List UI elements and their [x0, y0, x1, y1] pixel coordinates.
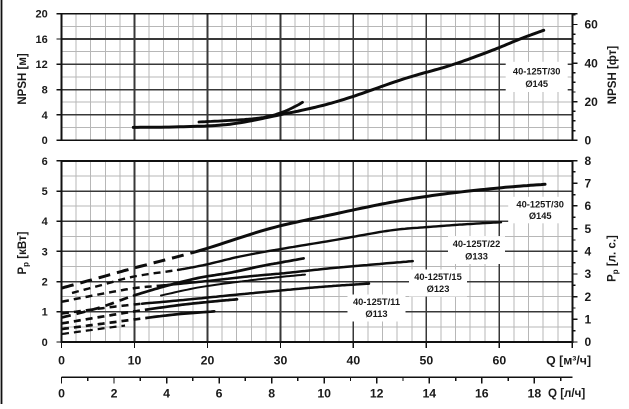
svg-text:40-125T/30: 40-125T/30 — [513, 67, 561, 77]
svg-text:Ø123: Ø123 — [427, 284, 450, 294]
svg-text:NPSH [м]: NPSH [м] — [17, 53, 29, 104]
svg-text:60: 60 — [493, 354, 507, 368]
svg-text:20: 20 — [201, 354, 215, 368]
svg-text:6: 6 — [42, 156, 48, 168]
svg-text:5: 5 — [42, 186, 48, 198]
svg-text:18: 18 — [528, 386, 542, 400]
svg-text:1: 1 — [42, 307, 48, 319]
svg-text:12: 12 — [370, 386, 384, 400]
svg-text:0: 0 — [585, 133, 592, 147]
svg-text:0: 0 — [42, 135, 48, 147]
svg-text:0: 0 — [585, 335, 592, 349]
svg-text:10: 10 — [317, 386, 331, 400]
svg-text:Q [м³/ч]: Q [м³/ч] — [546, 354, 591, 368]
svg-text:40-125T/15: 40-125T/15 — [414, 272, 462, 282]
svg-text:12: 12 — [36, 59, 48, 71]
svg-text:0: 0 — [58, 354, 65, 368]
svg-text:Ø145: Ø145 — [525, 79, 548, 89]
svg-text:4: 4 — [163, 386, 170, 400]
svg-text:16: 16 — [475, 386, 489, 400]
svg-text:Ø145: Ø145 — [529, 211, 552, 221]
svg-text:40: 40 — [347, 354, 361, 368]
svg-text:30: 30 — [274, 354, 288, 368]
svg-text:2: 2 — [111, 386, 118, 400]
svg-text:8: 8 — [42, 85, 48, 97]
svg-text:Ø133: Ø133 — [465, 252, 488, 262]
svg-text:Q [л/ч]: Q [л/ч] — [548, 387, 585, 400]
svg-text:6: 6 — [216, 386, 223, 400]
svg-text:50: 50 — [420, 354, 434, 368]
svg-text:14: 14 — [422, 386, 436, 400]
svg-text:20: 20 — [585, 95, 599, 109]
svg-text:8: 8 — [268, 386, 275, 400]
svg-text:60: 60 — [585, 18, 599, 32]
svg-text:4: 4 — [585, 245, 592, 259]
svg-text:5: 5 — [585, 222, 592, 236]
svg-text:10: 10 — [128, 354, 142, 368]
svg-text:16: 16 — [36, 34, 48, 46]
svg-text:2: 2 — [42, 277, 48, 289]
svg-text:40-125T/11: 40-125T/11 — [353, 297, 400, 307]
svg-text:1: 1 — [585, 313, 592, 327]
svg-text:40-125T/30: 40-125T/30 — [516, 200, 564, 210]
svg-text:20: 20 — [36, 9, 48, 21]
svg-text:0: 0 — [58, 386, 65, 400]
svg-text:3: 3 — [585, 267, 592, 281]
svg-text:0: 0 — [42, 337, 48, 349]
svg-text:3: 3 — [42, 246, 48, 258]
svg-text:NPSH [фт]: NPSH [фт] — [607, 46, 619, 105]
svg-text:40: 40 — [585, 56, 599, 70]
svg-text:Ø113: Ø113 — [365, 309, 387, 319]
svg-text:40-125T/22: 40-125T/22 — [453, 239, 501, 249]
svg-text:Pр [л. с.]: Pр [л. с.] — [607, 235, 621, 282]
svg-text:7: 7 — [585, 177, 592, 191]
svg-text:Pр [кВт]: Pр [кВт] — [17, 231, 31, 274]
svg-text:4: 4 — [42, 216, 49, 228]
svg-text:2: 2 — [585, 290, 592, 304]
svg-text:4: 4 — [42, 110, 49, 122]
svg-text:6: 6 — [585, 199, 592, 213]
svg-text:8: 8 — [585, 154, 592, 168]
